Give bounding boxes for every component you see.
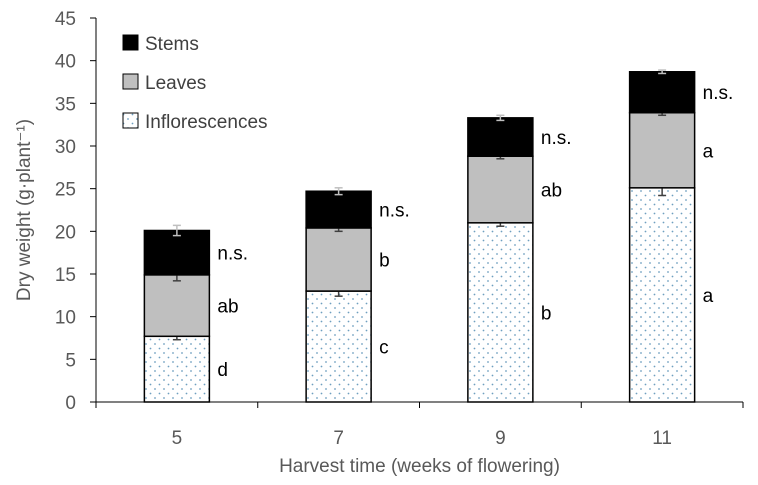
legend-swatch-inflorescences: [122, 112, 139, 129]
error-bar: [334, 187, 343, 196]
bar-segment-stems: [628, 71, 696, 114]
bar-segment-stems: [143, 229, 211, 276]
significance-label: ab: [541, 181, 562, 202]
bar-segment-leaves: [628, 111, 696, 189]
x-axis-title: Harvest time (weeks of flowering): [279, 456, 560, 477]
bars: d ab n.s. c b n.s. b ab n.s. a a n.s.: [143, 69, 734, 403]
significance-label: ab: [217, 297, 238, 318]
y-tick-label: 35: [55, 94, 76, 115]
error-bar: [496, 114, 505, 122]
legend-label: Inflorescences: [145, 112, 268, 133]
bar-segment-leaves: [143, 274, 211, 338]
bar-segment-inflorescences: [305, 290, 372, 403]
y-tick-label: 10: [55, 308, 76, 329]
significance-label: n.s.: [703, 83, 734, 104]
y-tick-label: 40: [55, 52, 76, 73]
y-tick-label: 25: [55, 180, 76, 201]
x-tick-label: 7: [333, 428, 344, 449]
bar-segment-inflorescences: [628, 187, 696, 403]
significance-label: a: [703, 141, 714, 162]
bar-segment-leaves: [467, 155, 534, 224]
y-tick-label: 45: [55, 9, 76, 30]
legend-swatch-leaves: [122, 73, 139, 90]
significance-label: a: [703, 286, 714, 307]
bar-segment-inflorescences: [467, 222, 534, 403]
significance-label: d: [217, 360, 228, 381]
legend-label: Leaves: [145, 73, 206, 94]
y-tick-label: 5: [65, 350, 76, 371]
bar-segment-inflorescences: [143, 335, 211, 403]
x-tick-label: 9: [495, 428, 506, 449]
bar-segment-stems: [305, 190, 372, 229]
error-bar: [172, 224, 181, 237]
legend: Stems Leaves Inflorescences: [122, 34, 268, 133]
x-tick-label: 5: [172, 428, 183, 449]
significance-label: b: [379, 250, 390, 271]
x-tick-label: 11: [652, 428, 672, 449]
y-tick-label: 30: [55, 137, 76, 158]
significance-label: n.s.: [379, 201, 410, 222]
x-axis: 5 7 9 11: [95, 401, 744, 449]
y-tick-label: 0: [65, 393, 76, 414]
legend-swatch-stems: [122, 34, 139, 51]
bar-segment-stems: [467, 117, 534, 157]
y-axis-title: Dry weight (g·plant⁻¹): [14, 119, 35, 301]
y-axis: 0 5 10 15 20 25 30 35 40 45: [55, 9, 97, 414]
significance-label: n.s.: [217, 244, 248, 265]
significance-label: c: [379, 338, 389, 359]
y-tick-label: 20: [55, 222, 76, 243]
significance-label: n.s.: [541, 128, 572, 149]
significance-label: b: [541, 303, 552, 324]
legend-label: Stems: [145, 34, 199, 55]
y-tick-label: 15: [55, 265, 76, 286]
bar-segment-leaves: [305, 227, 372, 292]
error-bar: [658, 69, 667, 75]
